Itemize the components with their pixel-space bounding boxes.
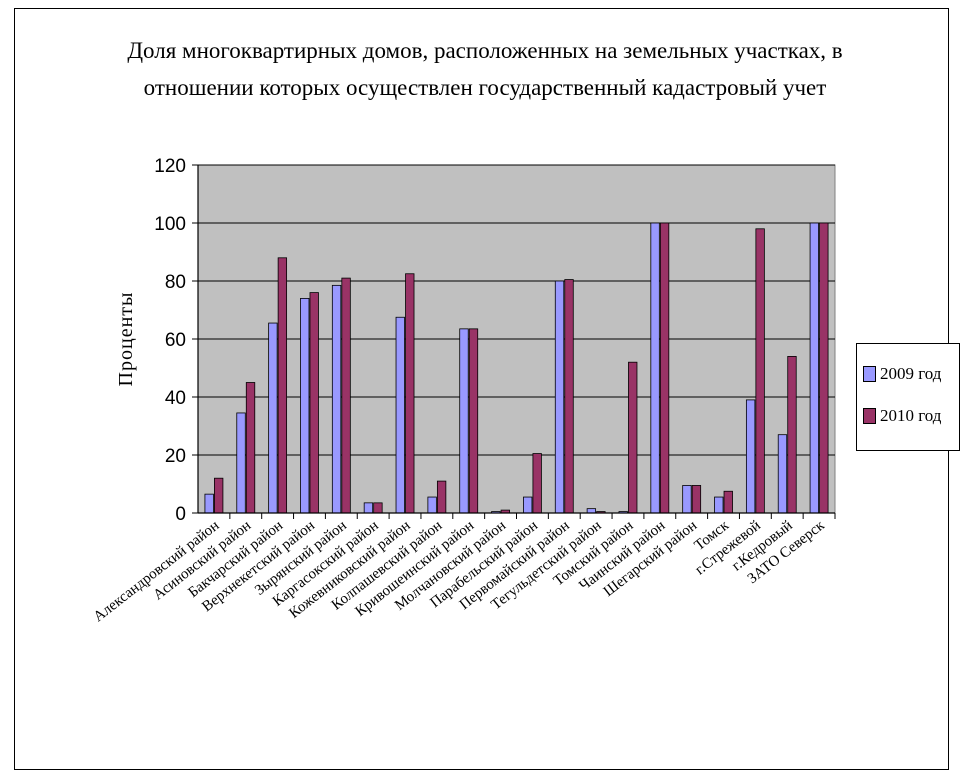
bar-2009-2 (268, 322, 278, 514)
bar-2010-10 (532, 453, 542, 514)
bar-2009-12 (586, 508, 597, 514)
legend-item-2010: 2010 год (863, 406, 941, 426)
legend: 2009 год 2010 год (856, 343, 960, 451)
bar-2009-3 (300, 297, 310, 514)
x-tick-label: Александровский район (91, 518, 223, 626)
legend-label-2009: 2009 год (880, 364, 942, 383)
bar-2010-6 (405, 273, 415, 514)
bar-2010-11 (564, 279, 574, 514)
bar-2010-13 (628, 361, 638, 514)
y-tick-label: 0 (175, 504, 186, 525)
axes (192, 164, 836, 519)
legend-swatch-2010 (863, 408, 876, 424)
y-tick-label: 120 (154, 156, 186, 177)
bar-2009-15 (682, 485, 692, 514)
y-axis-label: Проценты (115, 292, 137, 387)
bar-2010-0 (214, 477, 224, 514)
bar-2010-2 (277, 257, 288, 514)
bar-2009-11 (554, 280, 565, 514)
bar-2010-5 (373, 502, 383, 514)
bar-2009-5 (363, 502, 374, 514)
bar-2010-8 (468, 328, 479, 514)
chart-title: Доля многоквартирных домов, расположенны… (127, 38, 843, 100)
bar-2009-17 (745, 399, 756, 514)
y-tick-label: 100 (154, 214, 186, 235)
bar-2009-0 (204, 493, 214, 514)
bar-2009-8 (459, 328, 469, 514)
y-tick-label: 60 (165, 330, 186, 351)
bar-2010-17 (755, 228, 765, 514)
bar-2010-15 (691, 485, 702, 514)
bars (204, 222, 829, 514)
y-tick-labels: 0 20 40 60 80 100 120 (154, 156, 186, 525)
bar-2010-4 (341, 277, 351, 514)
bar-2009-16 (714, 496, 724, 514)
legend-label-2010: 2010 год (880, 406, 942, 425)
bar-2009-18 (777, 434, 788, 514)
bar-2010-14 (659, 222, 670, 514)
bar-2010-3 (309, 292, 319, 514)
bar-2009-1 (236, 412, 246, 514)
y-tick-label: 80 (165, 272, 186, 293)
bar-2009-14 (650, 222, 660, 514)
bar-2010-18 (787, 355, 797, 514)
y-tick-label: 40 (165, 388, 186, 409)
bar-2010-16 (723, 490, 733, 514)
y-tick-label: 20 (165, 446, 186, 467)
bar-2009-7 (427, 496, 437, 514)
bar-2009-4 (331, 284, 342, 514)
bar-2010-1 (245, 382, 256, 514)
legend-item-2009: 2009 год (863, 364, 941, 384)
bar-2010-7 (436, 480, 447, 514)
bar-2010-19 (819, 222, 829, 514)
bar-2009-10 (523, 496, 533, 514)
bar-2009-6 (395, 316, 405, 514)
bar-2009-19 (809, 222, 819, 514)
legend-swatch-2009 (863, 366, 876, 382)
